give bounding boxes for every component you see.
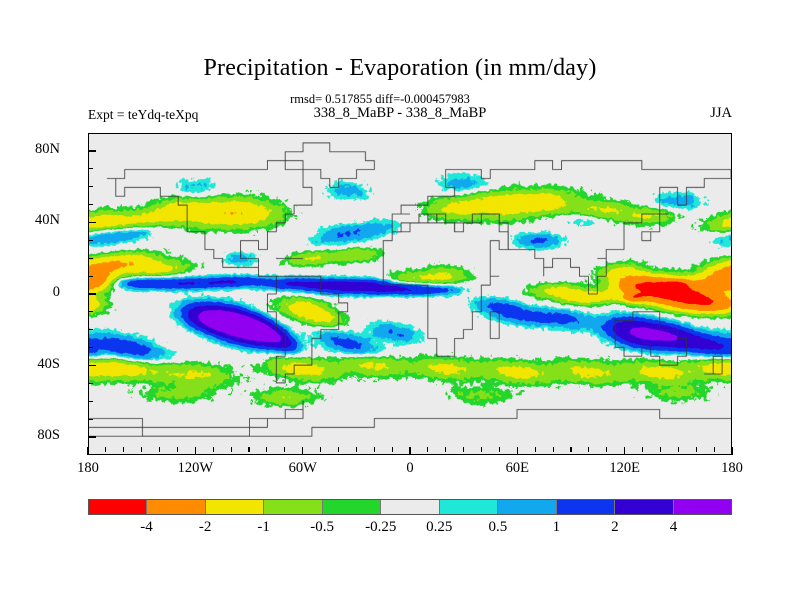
x-axis-tick-label: 0: [406, 460, 414, 476]
x-tick-minor: [498, 447, 501, 452]
x-tick-major: [194, 447, 196, 455]
y-tick-minor: [88, 418, 93, 420]
colorbar-swatch: [381, 500, 440, 514]
colorbar-swatch: [147, 500, 206, 514]
x-tick-minor: [659, 447, 662, 452]
x-tick-minor: [337, 447, 340, 452]
colorbar-tick-label: 0.25: [426, 519, 453, 535]
y-tick-minor: [88, 347, 93, 349]
x-tick-minor: [463, 447, 465, 452]
x-tick-major: [409, 447, 411, 455]
x-tick-minor: [248, 447, 250, 452]
colorbar-swatch: [673, 500, 731, 514]
colorbar-tick-label: 4: [669, 519, 678, 535]
x-tick-minor: [212, 447, 214, 452]
colorbar-tick-label: -0.25: [365, 519, 397, 535]
colorbar-swatches: [88, 499, 732, 515]
x-tick-minor: [445, 447, 447, 452]
x-tick-minor: [266, 447, 268, 452]
y-tick-minor: [88, 275, 93, 277]
colorbar-tick-label: 0.5: [488, 519, 508, 535]
x-tick-major: [87, 447, 89, 455]
colorbar-tick-label: -4: [140, 519, 153, 535]
y-tick-minor: [88, 382, 93, 385]
x-axis-tick-label: 180: [721, 460, 743, 476]
y-tick-minor: [88, 186, 93, 188]
x-tick-minor: [230, 447, 232, 452]
x-tick-minor: [695, 447, 697, 452]
y-tick-major: [88, 436, 96, 438]
x-axis-tick-label: 120W: [177, 460, 214, 476]
x-tick-minor: [588, 447, 590, 452]
x-tick-minor: [141, 447, 143, 452]
x-tick-minor: [641, 447, 644, 452]
colorbar-swatch: [556, 500, 616, 514]
x-tick-minor: [391, 447, 393, 452]
x-tick-minor: [677, 447, 679, 452]
x-tick-major: [516, 447, 518, 455]
x-tick-major: [624, 447, 626, 455]
colorbar-tick-label: 1: [552, 519, 561, 535]
colorbar-swatch: [264, 500, 323, 514]
case-comparison-label: 338_8_MaBP - 338_8_MaBP: [313, 105, 487, 121]
experiment-label: Expt = teYdq-teXpq: [88, 107, 199, 122]
x-tick-minor: [355, 447, 357, 452]
y-tick-minor: [88, 239, 93, 241]
colorbar-swatch: [205, 500, 265, 514]
x-tick-major: [731, 447, 733, 455]
page-title: Precipitation - Evaporation (in mm/day): [203, 55, 597, 81]
colorbar-swatch: [89, 500, 148, 514]
season-label: JJA: [710, 105, 732, 121]
colorbar-swatch: [615, 500, 674, 514]
x-tick-minor: [570, 447, 572, 452]
x-tick-minor: [105, 447, 107, 452]
x-axis-tick-label: 60W: [288, 460, 317, 476]
y-axis-tick-label: 40N: [35, 212, 60, 229]
y-tick-minor: [88, 257, 93, 259]
y-axis-tick-label: 40S: [37, 355, 60, 372]
x-tick-minor: [552, 447, 554, 452]
colorbar-tick-label: -0.5: [310, 519, 335, 535]
colorbar-swatch: [322, 500, 382, 514]
x-axis-tick-label: 180: [77, 460, 99, 476]
colorbar: [88, 499, 732, 515]
x-axis-tick-label: 60E: [505, 460, 529, 476]
x-tick-minor: [176, 447, 179, 452]
contour-map-canvas: [89, 134, 731, 454]
y-axis-tick-label: 0: [52, 284, 60, 300]
y-tick-major: [88, 293, 96, 295]
x-tick-minor: [123, 447, 125, 452]
y-tick-minor: [88, 400, 93, 402]
statistics-line: rmsd= 0.517855 diff=-0.000457983: [290, 92, 470, 106]
map-plot-area: [88, 133, 732, 455]
colorbar-tick-label: 2: [611, 519, 619, 535]
y-tick-minor: [88, 168, 93, 170]
x-axis-tick-label: 120E: [609, 460, 640, 476]
colorbar-tick-label: -1: [257, 519, 270, 535]
x-tick-major: [302, 447, 304, 455]
x-tick-minor: [158, 447, 161, 452]
x-tick-minor: [534, 447, 536, 452]
colorbar-swatch: [498, 500, 557, 514]
x-tick-minor: [427, 447, 429, 452]
y-tick-major: [88, 150, 96, 152]
colorbar-swatch: [439, 500, 499, 514]
x-tick-minor: [284, 447, 286, 452]
x-tick-minor: [713, 447, 715, 452]
x-tick-minor: [319, 447, 322, 452]
y-tick-minor: [88, 311, 93, 313]
x-tick-minor: [606, 447, 608, 452]
y-axis-tick-label: 80N: [35, 140, 60, 157]
y-axis-tick-label: 80S: [37, 427, 60, 444]
y-tick-major: [88, 221, 96, 224]
colorbar-tick-label: -2: [198, 519, 212, 535]
y-tick-minor: [88, 203, 93, 206]
y-tick-major: [88, 364, 96, 367]
x-tick-minor: [480, 447, 483, 452]
y-tick-minor: [88, 329, 93, 331]
x-tick-minor: [373, 447, 375, 452]
